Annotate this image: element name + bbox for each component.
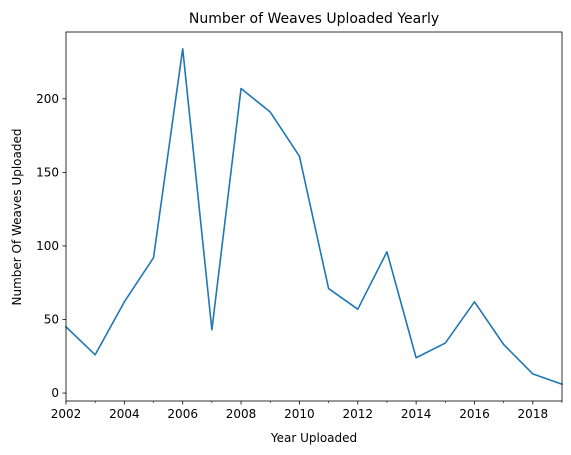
data-point xyxy=(210,328,213,331)
plot-area xyxy=(66,32,562,401)
data-point xyxy=(152,256,155,259)
y-tick-label: 0 xyxy=(51,386,59,400)
x-tick-label: 2008 xyxy=(226,407,257,421)
plot-frame xyxy=(65,31,563,402)
y-tick-label: 150 xyxy=(36,165,59,179)
data-point xyxy=(123,300,126,303)
x-tick-label: 2002 xyxy=(51,407,82,421)
data-point xyxy=(94,353,97,356)
data-point xyxy=(502,343,505,346)
x-axis-label: Year Uploaded xyxy=(270,431,357,445)
y-axis-label: Number Of Weaves Uploaded xyxy=(10,129,24,306)
data-point xyxy=(181,47,184,50)
x-tick-label: 2014 xyxy=(401,407,432,421)
data-point xyxy=(269,110,272,113)
data-point xyxy=(356,308,359,311)
data-point xyxy=(298,155,301,158)
data-point xyxy=(415,356,418,359)
chart-title: Number of Weaves Uploaded Yearly xyxy=(189,11,439,27)
y-tick-label: 100 xyxy=(36,239,59,253)
data-point xyxy=(385,250,388,253)
data-point xyxy=(531,372,534,375)
x-tick-label: 2018 xyxy=(518,407,549,421)
data-point xyxy=(444,341,447,344)
x-tick-label: 2006 xyxy=(167,407,198,421)
x-tick-label: 2016 xyxy=(459,407,490,421)
data-point xyxy=(239,87,242,90)
x-tick-label: 2004 xyxy=(109,407,140,421)
y-tick-label: 50 xyxy=(44,312,59,326)
data-point xyxy=(473,300,476,303)
y-tick-label: 200 xyxy=(36,92,59,106)
x-tick-label: 2010 xyxy=(284,407,315,421)
series-line xyxy=(64,47,564,386)
data-point xyxy=(327,287,330,290)
x-tick-label: 2012 xyxy=(342,407,373,421)
